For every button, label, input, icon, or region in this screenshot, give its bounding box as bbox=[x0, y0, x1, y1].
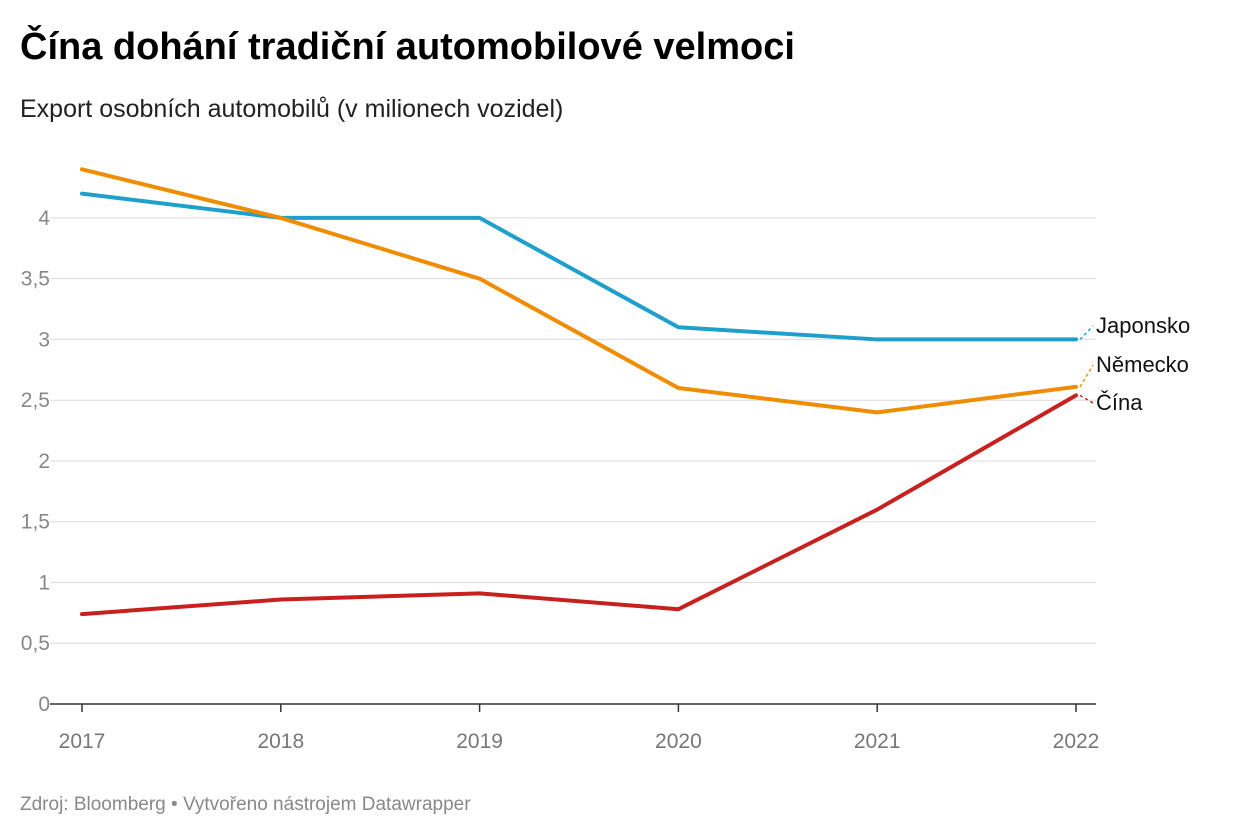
chart-title: Čína dohání tradiční automobilové velmoc… bbox=[20, 26, 795, 68]
y-tick-label: 3,5 bbox=[21, 268, 50, 291]
series-line-čína bbox=[80, 393, 1078, 617]
series-label-německo: Německo bbox=[1096, 352, 1189, 377]
x-tick-label: 2020 bbox=[655, 730, 702, 753]
series-lines bbox=[80, 167, 1078, 617]
label-connector bbox=[1079, 364, 1094, 388]
x-axis: 2017 2018 2019 2020 2021 2022 bbox=[59, 704, 1100, 753]
chart-subtitle: Export osobních automobilů (v milionech … bbox=[20, 95, 564, 123]
y-tick-label: 0,5 bbox=[21, 632, 50, 655]
series-label-japonsko: Japonsko bbox=[1096, 313, 1190, 338]
label-connector bbox=[1079, 394, 1094, 404]
x-tick-label: 2018 bbox=[257, 730, 304, 753]
y-tick-label: 2,5 bbox=[21, 389, 50, 412]
series-line-německo bbox=[80, 167, 1078, 415]
source-note: Zdroj: Bloomberg • Vytvořeno nástrojem D… bbox=[20, 794, 471, 815]
label-connector bbox=[1079, 325, 1094, 340]
x-tick-label: 2022 bbox=[1053, 730, 1100, 753]
x-tick-label: 2019 bbox=[456, 730, 503, 753]
y-axis: 0 0,5 1 1,5 2 2,5 3 3,5 4 bbox=[21, 207, 51, 716]
y-tick-label: 4 bbox=[38, 207, 50, 230]
y-tick-label: 0 bbox=[38, 693, 50, 716]
y-tick-label: 1,5 bbox=[21, 511, 50, 534]
gridlines bbox=[50, 217, 1096, 705]
series-labels: Japonsko Německo Čína bbox=[1079, 313, 1190, 415]
x-tick-label: 2017 bbox=[59, 730, 106, 753]
y-tick-label: 2 bbox=[38, 450, 50, 473]
y-tick-label: 1 bbox=[38, 571, 50, 594]
x-tick-label: 2021 bbox=[854, 730, 901, 753]
series-line-japonsko bbox=[80, 191, 1078, 342]
y-tick-label: 3 bbox=[38, 328, 50, 351]
series-label-čína: Čína bbox=[1096, 390, 1143, 415]
